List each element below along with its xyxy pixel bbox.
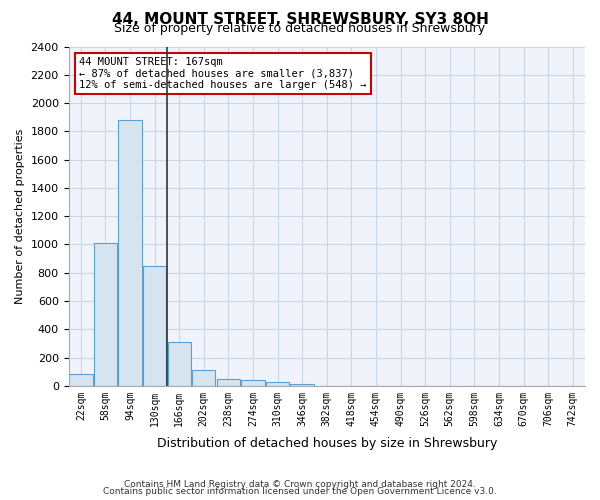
- Bar: [94, 243, 117, 386]
- Bar: [118, 120, 142, 386]
- Bar: [290, 384, 314, 386]
- Text: 44 MOUNT STREET: 167sqm
← 87% of detached houses are smaller (3,837)
12% of semi: 44 MOUNT STREET: 167sqm ← 87% of detache…: [79, 56, 367, 90]
- Bar: [266, 382, 289, 386]
- Bar: [143, 266, 166, 386]
- Text: Contains HM Land Registry data © Crown copyright and database right 2024.: Contains HM Land Registry data © Crown c…: [124, 480, 476, 489]
- Bar: [217, 378, 240, 386]
- Bar: [192, 370, 215, 386]
- Text: 44, MOUNT STREET, SHREWSBURY, SY3 8QH: 44, MOUNT STREET, SHREWSBURY, SY3 8QH: [112, 12, 488, 27]
- X-axis label: Distribution of detached houses by size in Shrewsbury: Distribution of detached houses by size …: [157, 437, 497, 450]
- Text: Contains public sector information licensed under the Open Government Licence v3: Contains public sector information licen…: [103, 487, 497, 496]
- Bar: [69, 374, 92, 386]
- Y-axis label: Number of detached properties: Number of detached properties: [15, 128, 25, 304]
- Bar: [167, 342, 191, 386]
- Text: Size of property relative to detached houses in Shrewsbury: Size of property relative to detached ho…: [115, 22, 485, 35]
- Bar: [241, 380, 265, 386]
